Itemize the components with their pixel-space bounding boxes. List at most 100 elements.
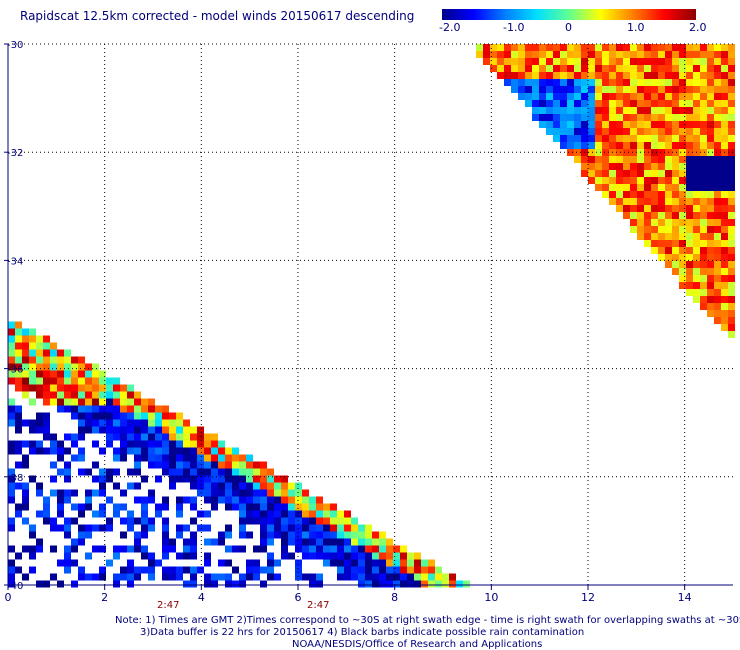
heatmap-cell: [281, 510, 288, 518]
heatmap-cell: [658, 226, 665, 233]
heatmap-cell: [700, 107, 707, 114]
heatmap-cell: [721, 198, 728, 205]
heatmap-cell: [120, 412, 127, 420]
heatmap-cell: [15, 412, 22, 420]
heatmap-cell: [365, 538, 372, 546]
heatmap-cell: [700, 233, 707, 240]
heatmap-cell: [197, 510, 204, 518]
heatmap-cell: [728, 240, 735, 247]
heatmap-cell: [693, 58, 700, 65]
heatmap-cell: [155, 419, 162, 427]
heatmap-cell: [379, 545, 386, 553]
heatmap-cell: [728, 135, 735, 142]
heatmap-cell: [106, 377, 113, 385]
heatmap-cell: [106, 426, 113, 434]
heatmap-cell: [113, 510, 120, 518]
heatmap-cell: [686, 79, 693, 86]
heatmap-cell: [679, 177, 686, 184]
heatmap-cell: [672, 79, 679, 86]
heatmap-cell: [700, 282, 707, 289]
heatmap-cell: [630, 107, 637, 114]
heatmap-cell: [211, 468, 218, 476]
heatmap-cell: [714, 240, 721, 247]
heatmap-cell: [602, 142, 609, 149]
heatmap-cell: [686, 226, 693, 233]
heatmap-cell: [602, 184, 609, 191]
heatmap-cell: [127, 517, 134, 525]
heatmap-cell: [64, 559, 71, 567]
heatmap-cell: [8, 356, 15, 364]
heatmap-cell: [546, 86, 553, 93]
heatmap-cell: [630, 177, 637, 184]
heatmap-cell: [29, 356, 36, 364]
heatmap-cell: [260, 468, 267, 476]
heatmap-cell: [155, 440, 162, 448]
heatmap-cell: [162, 433, 169, 441]
heatmap-cell: [218, 447, 225, 455]
heatmap-cell: [679, 163, 686, 170]
heatmap-cell: [337, 545, 344, 553]
heatmap-cell: [57, 405, 64, 413]
heatmap-cell: [658, 170, 665, 177]
heatmap-cell: [113, 419, 120, 427]
heatmap-cell: [71, 412, 78, 420]
heatmap-cell: [686, 114, 693, 121]
heatmap-cell: [686, 163, 693, 170]
heatmap-cell: [8, 475, 15, 483]
heatmap-cell: [665, 114, 672, 121]
heatmap-cell: [57, 489, 64, 497]
heatmap-cell: [176, 454, 183, 462]
heatmap-cell: [581, 114, 588, 121]
heatmap-cell: [323, 503, 330, 511]
heatmap-cell: [679, 212, 686, 219]
heatmap-cell: [43, 426, 50, 434]
heatmap-cell: [707, 226, 714, 233]
heatmap-cell: [71, 405, 78, 413]
heatmap-cell: [148, 489, 155, 497]
heatmap-cell: [8, 363, 15, 371]
heatmap-cell: [483, 44, 490, 51]
heatmap-cell: [372, 545, 379, 553]
heatmap-cell: [637, 65, 644, 72]
heatmap-cell: [644, 65, 651, 72]
heatmap-cell: [442, 580, 449, 588]
heatmap-cell: [588, 163, 595, 170]
heatmap-cell: [567, 86, 574, 93]
heatmap-cell: [64, 489, 71, 497]
heatmap-cell: [71, 503, 78, 511]
heatmap-cell: [728, 282, 735, 289]
heatmap-cell: [714, 149, 721, 156]
heatmap-cell: [707, 177, 714, 184]
heatmap-cell: [92, 524, 99, 532]
heatmap-cell: [386, 573, 393, 581]
heatmap-cell: [560, 128, 567, 135]
heatmap-cell: [623, 121, 630, 128]
heatmap-cell: [92, 412, 99, 420]
heatmap-cell: [525, 93, 532, 100]
heatmap-cell: [644, 142, 651, 149]
heatmap-cell: [658, 72, 665, 79]
heatmap-cell: [148, 524, 155, 532]
heatmap-cell: [78, 566, 85, 574]
heatmap-cell: [309, 524, 316, 532]
heatmap-cell: [700, 219, 707, 226]
heatmap-cell: [253, 475, 260, 483]
heatmap-cell: [602, 79, 609, 86]
heatmap-cell: [623, 177, 630, 184]
heatmap-cell: [71, 440, 78, 448]
heatmap-cell: [686, 177, 693, 184]
heatmap-cell: [50, 475, 57, 483]
heatmap-cell: [518, 51, 525, 58]
heatmap-cell: [71, 489, 78, 497]
heatmap-cell: [323, 510, 330, 518]
heatmap-cell: [728, 247, 735, 254]
heatmap-cell: [616, 191, 623, 198]
heatmap-cell: [99, 482, 106, 490]
heatmap-cell: [728, 212, 735, 219]
heatmap-cell: [414, 566, 421, 574]
heatmap-cell: [211, 475, 218, 483]
heatmap-cell: [351, 545, 358, 553]
heatmap-cell: [714, 72, 721, 79]
heatmap-cell: [588, 149, 595, 156]
heatmap-cell: [386, 538, 393, 546]
